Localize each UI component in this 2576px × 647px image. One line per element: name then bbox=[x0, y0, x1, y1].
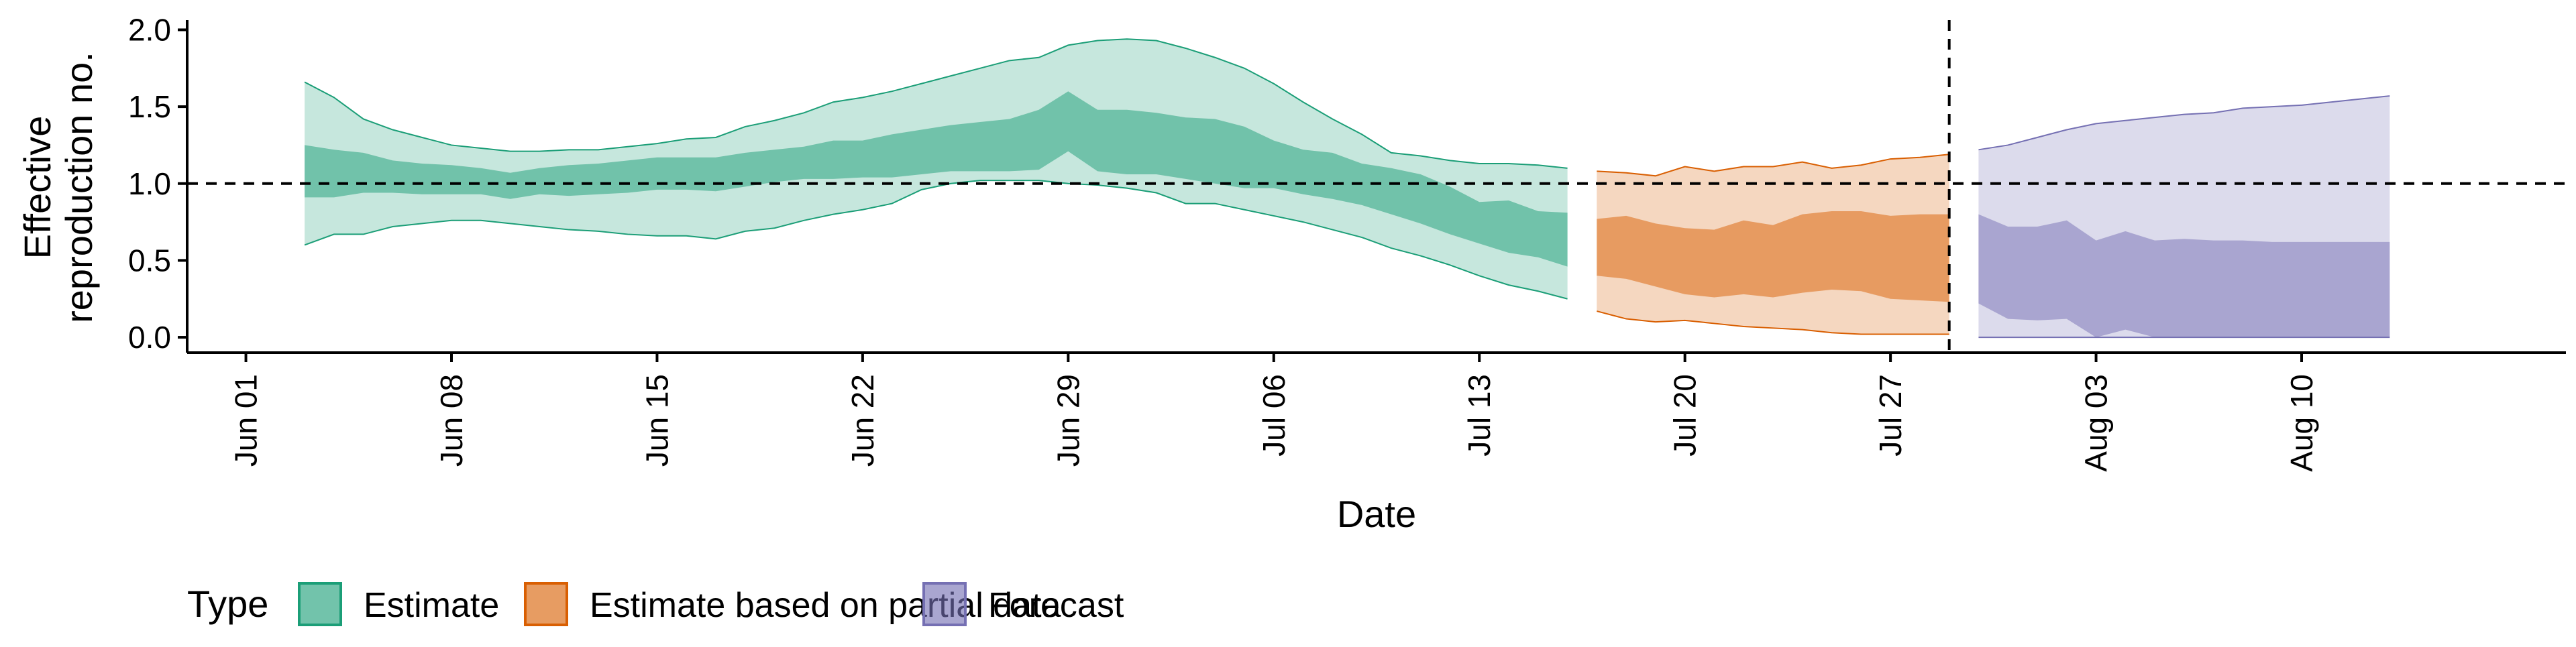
x-tick-label: Aug 10 bbox=[2284, 374, 2319, 472]
y-tick-label: 1.0 bbox=[128, 166, 171, 201]
plot-areas bbox=[304, 38, 2390, 339]
y-tick-label: 1.5 bbox=[128, 89, 171, 124]
x-axis-title: Date bbox=[1337, 493, 1416, 535]
axes: 0.0 0.5 1.0 1.5 2.0 Jun 01 Jun 08 Jun 15 Jun 22 J… bbox=[16, 12, 2566, 535]
ribbon-upper-edge-estimate bbox=[304, 38, 1568, 169]
x-tick-label: Jun 15 bbox=[639, 374, 674, 467]
ribbon-upper-edge-estimate-based-on-partial-data bbox=[1597, 154, 1949, 177]
ribbon-50-estimate bbox=[305, 91, 1568, 267]
x-tick-label: Aug 03 bbox=[2079, 374, 2114, 472]
y-tick-label: 0.5 bbox=[128, 243, 171, 278]
ribbon-lower-edge-estimate bbox=[304, 180, 1568, 300]
legend-key-estimate-based-on-partial-data bbox=[524, 582, 568, 626]
x-tick-label: Jun 29 bbox=[1051, 374, 1085, 467]
x-tick-label: Jun 08 bbox=[434, 374, 469, 467]
legend-key-estimate bbox=[298, 582, 342, 626]
y-tick-label: 2.0 bbox=[128, 12, 171, 47]
y-tick-label: 0.0 bbox=[128, 320, 171, 355]
x-tick-label: Jul 06 bbox=[1256, 374, 1291, 457]
legend-label-estimate: Estimate bbox=[364, 586, 499, 625]
x-tick-label: Jul 13 bbox=[1462, 374, 1497, 457]
reference-lines bbox=[187, 20, 2566, 353]
x-tick-label: Jun 22 bbox=[845, 374, 880, 467]
y-axis-title-line: reproduction no. bbox=[58, 52, 100, 323]
ribbon-lower-edge-estimate-based-on-partial-data bbox=[1597, 310, 1949, 335]
x-tick-label: Jul 20 bbox=[1668, 374, 1703, 457]
legend: Type Estimate Estimate based on partial da… bbox=[187, 582, 1124, 626]
x-tick-label: Jun 01 bbox=[229, 374, 264, 467]
y-axis-title-line: Effective bbox=[16, 116, 58, 259]
legend-title: Type bbox=[187, 583, 268, 625]
x-tick-label: Jul 27 bbox=[1873, 374, 1908, 457]
legend-label-estimate-based-on-partial-data: Estimate based on partial data bbox=[590, 586, 1061, 625]
legend-key-forecast bbox=[922, 582, 967, 626]
ribbon-50-forecast bbox=[1978, 214, 2390, 338]
ribbon-upper-edge-forecast bbox=[1978, 95, 2390, 151]
ribbon-50-estimate-based-on-partial-data bbox=[1597, 211, 1949, 302]
legend-label-forecast: Forecast bbox=[988, 586, 1124, 625]
